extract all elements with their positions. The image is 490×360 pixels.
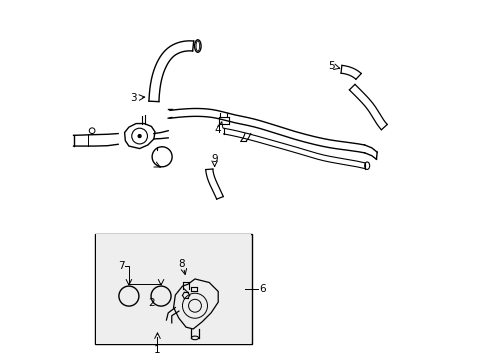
Text: 2: 2 — [148, 298, 155, 308]
Text: 4: 4 — [215, 125, 221, 135]
Text: 5: 5 — [328, 62, 335, 71]
Text: 1: 1 — [154, 345, 161, 355]
Text: 8: 8 — [178, 259, 185, 269]
Text: 7: 7 — [119, 261, 125, 271]
Circle shape — [138, 135, 141, 138]
Text: 9: 9 — [211, 154, 218, 164]
Text: 6: 6 — [259, 284, 266, 294]
Bar — [96, 234, 251, 343]
Bar — [95, 234, 252, 344]
Text: 3: 3 — [130, 93, 137, 103]
